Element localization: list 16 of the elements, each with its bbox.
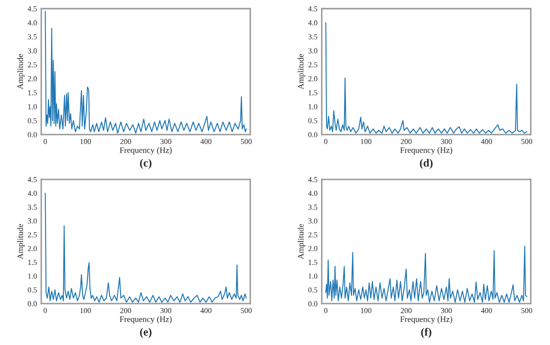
y-axis-title: Amplitude <box>17 224 25 260</box>
text: (f) <box>421 328 432 338</box>
x-axis-title: Frequency (Hz) <box>400 316 452 324</box>
line-series <box>44 10 247 134</box>
text: (d) <box>420 158 433 169</box>
line-series <box>325 22 528 134</box>
y-axis-title: Amplitude <box>298 224 306 260</box>
x-axis-title: Frequency (Hz) <box>120 316 172 324</box>
x-axis-title: Frequency (Hz) <box>400 147 452 155</box>
y-axis-title: Amplitude <box>17 54 25 90</box>
line-series <box>44 192 247 303</box>
text: (e) <box>140 328 152 338</box>
x-axis-title: Frequency (Hz) <box>120 147 172 155</box>
y-axis-title: Amplitude <box>298 54 306 90</box>
text: (c) <box>140 158 152 169</box>
line-series <box>325 246 528 303</box>
